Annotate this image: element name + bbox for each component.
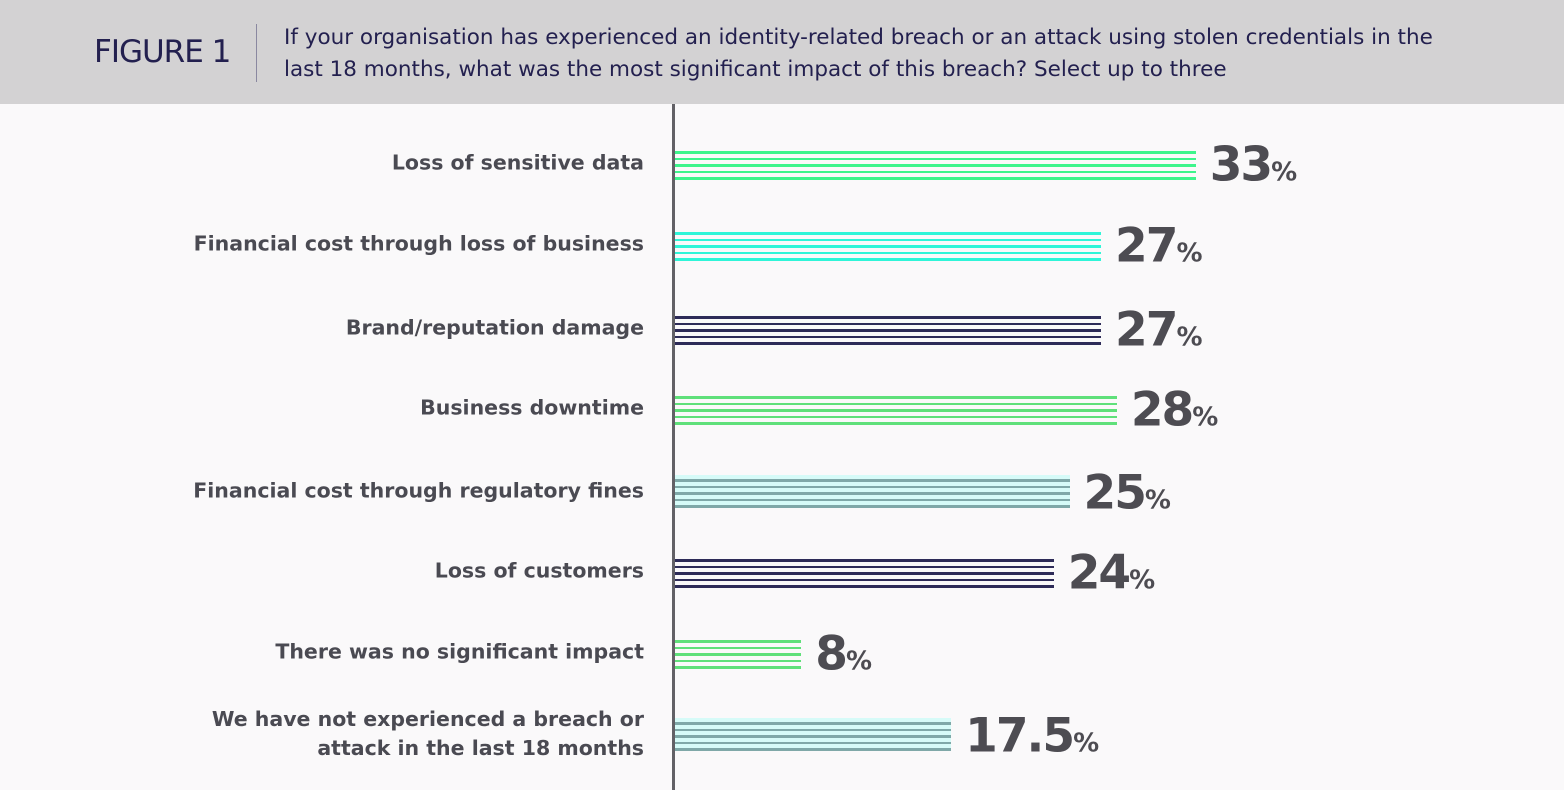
y-axis-line bbox=[672, 104, 675, 790]
bar-stripe bbox=[675, 402, 1117, 405]
bar-stripe bbox=[675, 232, 1102, 235]
bar-stripe bbox=[675, 492, 1070, 495]
category-label: Loss of sensitive data bbox=[391, 150, 644, 175]
value-label: 24% bbox=[1068, 546, 1155, 601]
bar bbox=[675, 228, 1102, 261]
percent-sign: % bbox=[1192, 402, 1219, 433]
bar-stripe bbox=[675, 666, 802, 669]
figure-label: FIGURE 1 bbox=[94, 34, 231, 70]
value-number: 33 bbox=[1209, 137, 1273, 193]
category-label: There was no significant impact bbox=[275, 639, 644, 664]
bar-stripe bbox=[675, 316, 1102, 319]
bar-stripe bbox=[675, 748, 952, 751]
bar-stripe bbox=[675, 572, 1054, 575]
category-label: Financial cost through loss of business bbox=[193, 231, 644, 256]
bar-stripe bbox=[675, 741, 952, 744]
percent-sign: % bbox=[845, 646, 872, 677]
bar-stripe bbox=[675, 728, 952, 731]
value-number: 27 bbox=[1115, 302, 1178, 358]
bar bbox=[675, 312, 1102, 345]
value-number: 27 bbox=[1115, 218, 1178, 274]
bar bbox=[675, 147, 1196, 180]
bar-stripe bbox=[675, 170, 1196, 173]
bar-stripe bbox=[675, 329, 1102, 332]
bar-stripe bbox=[675, 422, 1117, 425]
category-label: Brand/reputation damage bbox=[345, 315, 644, 340]
category-label: Loss of customers bbox=[434, 558, 644, 583]
bar-stripe bbox=[675, 498, 1070, 501]
bar-stripe bbox=[675, 646, 802, 649]
bar-stripe bbox=[675, 238, 1102, 241]
header-divider bbox=[256, 24, 257, 82]
bar bbox=[675, 475, 1070, 508]
bar-stripe bbox=[675, 415, 1117, 418]
value-number: 17.5 bbox=[965, 708, 1075, 764]
bar bbox=[675, 636, 802, 669]
category-label: We have not experienced a breach or atta… bbox=[211, 707, 644, 760]
bar bbox=[675, 718, 952, 751]
value-number: 25 bbox=[1083, 465, 1147, 521]
figure-question: If your organisation has experienced an … bbox=[284, 25, 1433, 82]
bar-stripe bbox=[675, 322, 1102, 325]
value-label: 28% bbox=[1131, 383, 1218, 438]
value-label: 27% bbox=[1115, 219, 1202, 274]
percent-sign: % bbox=[1176, 238, 1203, 269]
bar-stripe bbox=[675, 335, 1102, 338]
percent-sign: % bbox=[1129, 565, 1156, 596]
bar bbox=[675, 555, 1054, 588]
bar-stripe bbox=[675, 659, 802, 662]
category-label: Business downtime bbox=[420, 395, 644, 420]
bar-stripe bbox=[675, 585, 1054, 588]
bar-stripe bbox=[675, 578, 1054, 581]
category-label: Financial cost through regulatory fines bbox=[193, 478, 644, 503]
figure-header: FIGURE 1 If your organisation has experi… bbox=[0, 0, 1564, 104]
bar-stripe bbox=[675, 245, 1102, 248]
value-number: 8 bbox=[815, 626, 848, 682]
bar-stripe bbox=[675, 640, 802, 643]
percent-sign: % bbox=[1176, 322, 1203, 353]
bar-stripe bbox=[675, 409, 1117, 412]
bar-stripe bbox=[675, 505, 1070, 508]
bar-stripe bbox=[675, 157, 1196, 160]
bar bbox=[675, 392, 1117, 425]
value-label: 17.5% bbox=[965, 709, 1099, 764]
bar-stripe bbox=[675, 735, 952, 738]
bar-stripe bbox=[675, 151, 1196, 154]
value-label: 33% bbox=[1210, 138, 1297, 193]
bar-stripe bbox=[675, 177, 1196, 180]
value-label: 25% bbox=[1084, 466, 1171, 521]
bar-stripe bbox=[675, 653, 802, 656]
bar-stripe bbox=[675, 559, 1054, 562]
percent-sign: % bbox=[1271, 157, 1298, 188]
bar-stripe bbox=[675, 164, 1196, 167]
bar-stripe bbox=[675, 396, 1117, 399]
value-label: 8% bbox=[815, 627, 872, 682]
bar-stripe bbox=[675, 342, 1102, 345]
value-number: 24 bbox=[1067, 545, 1131, 601]
bar-stripe bbox=[675, 258, 1102, 261]
percent-sign: % bbox=[1073, 728, 1100, 759]
value-label: 27% bbox=[1115, 303, 1202, 358]
percent-sign: % bbox=[1144, 485, 1171, 516]
bar-stripe bbox=[675, 251, 1102, 254]
bar-stripe bbox=[675, 722, 952, 725]
bar-stripe bbox=[675, 485, 1070, 488]
bar-stripe bbox=[675, 479, 1070, 482]
value-number: 28 bbox=[1130, 382, 1194, 438]
bar-stripe bbox=[675, 565, 1054, 568]
